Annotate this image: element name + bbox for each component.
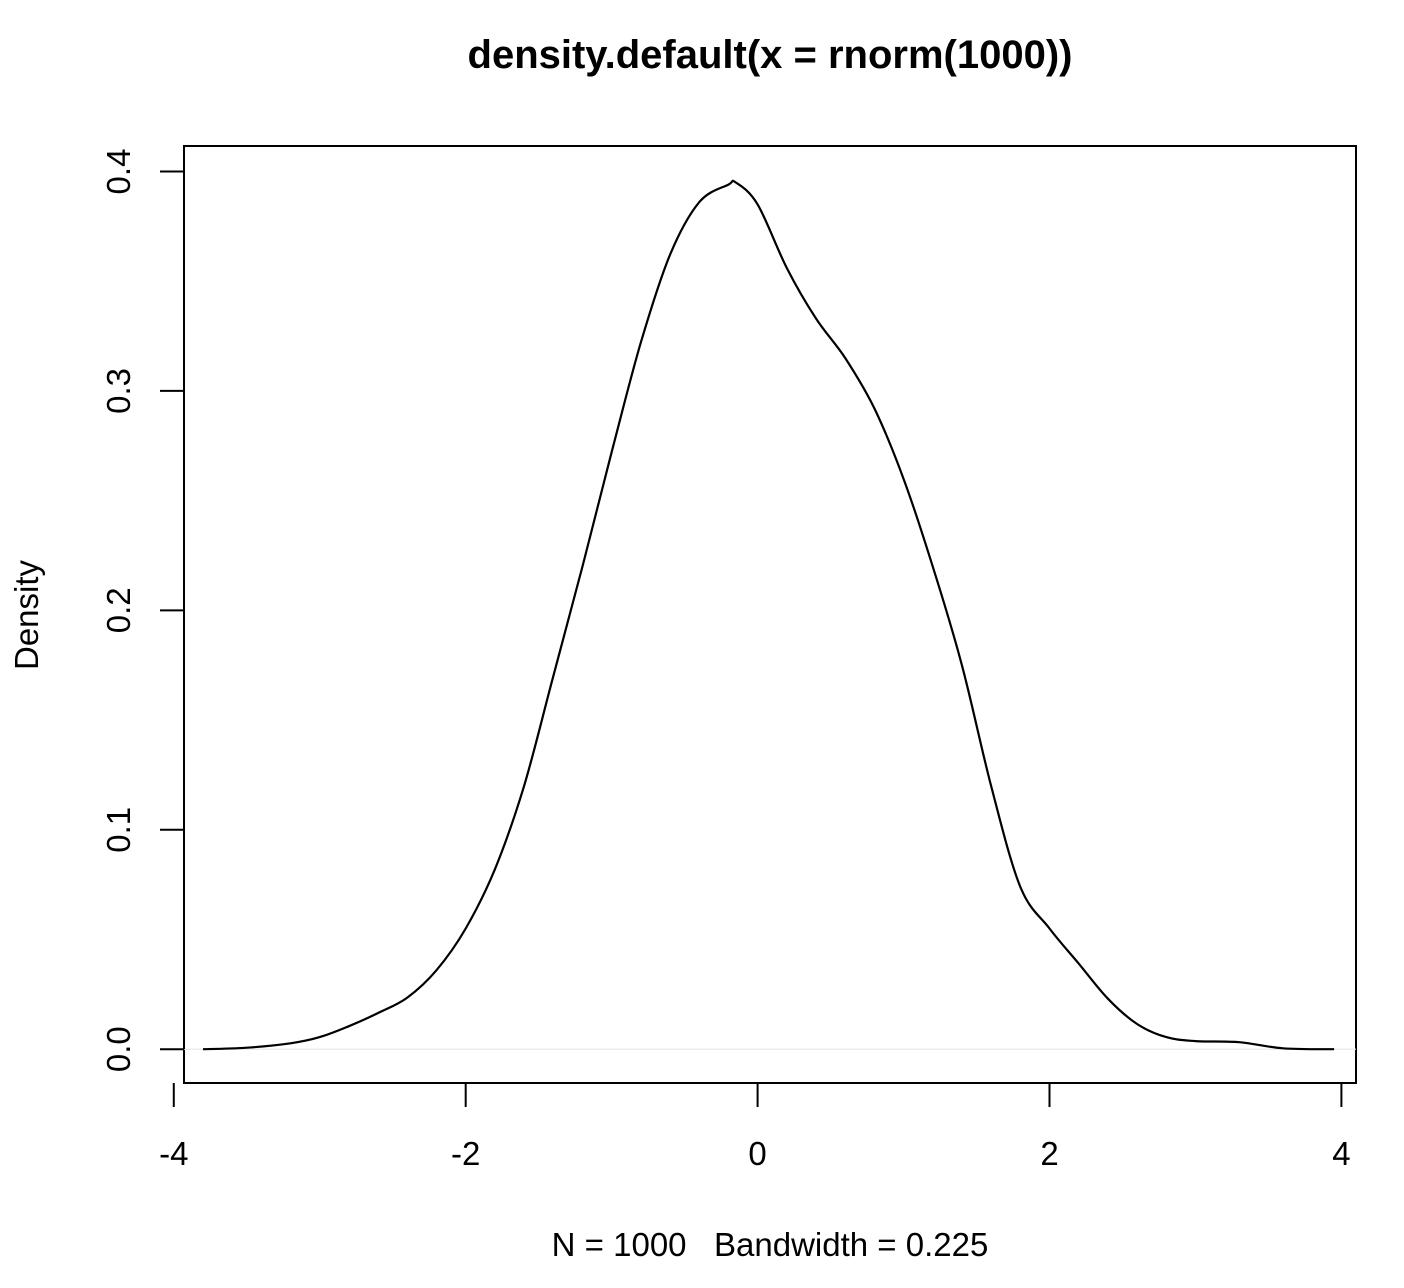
y-tick-label: 0.3 xyxy=(100,368,137,414)
x-tick-label: -4 xyxy=(159,1135,188,1172)
x-tick-label: -2 xyxy=(451,1135,480,1172)
y-tick-label: 0.4 xyxy=(100,149,137,195)
y-tick-label: 0.1 xyxy=(100,807,137,853)
x-tick-label: 4 xyxy=(1332,1135,1350,1172)
x-tick-label: 2 xyxy=(1040,1135,1058,1172)
plot-frame xyxy=(183,145,1357,1084)
y-axis-label: Density xyxy=(8,559,45,670)
y-tick-label: 0.0 xyxy=(100,1026,137,1072)
x-axis-ticks: -4 -2 0 2 4 xyxy=(159,1083,1351,1172)
density-curve xyxy=(202,179,1335,1051)
x-axis-label: N = 1000 Bandwidth = 0.225 xyxy=(552,1226,989,1263)
x-tick-label: 0 xyxy=(748,1135,766,1172)
y-tick-label: 0.2 xyxy=(100,587,137,633)
chart-title: density.default(x = rnorm(1000)) xyxy=(468,33,1073,77)
y-axis-ticks: 0.0 0.1 0.2 0.3 0.4 xyxy=(100,149,184,1072)
